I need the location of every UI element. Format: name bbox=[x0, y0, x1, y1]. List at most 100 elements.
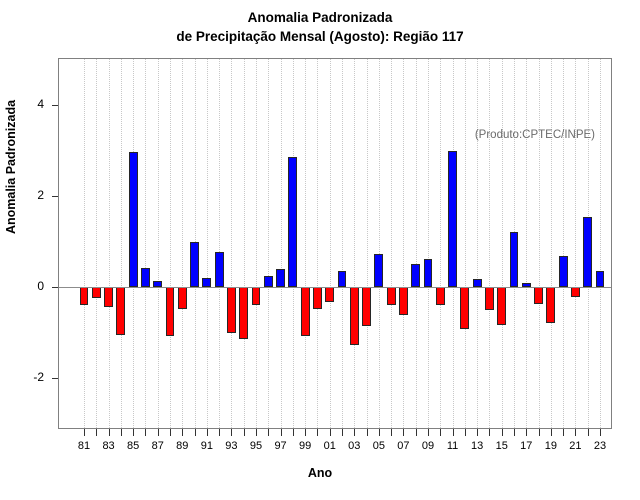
y-tick-mark-4 bbox=[52, 105, 58, 106]
x-tick-mark-09 bbox=[428, 429, 429, 436]
x-tick-mark-07 bbox=[403, 429, 404, 436]
x-tick-mark-87 bbox=[158, 429, 159, 436]
bar-09 bbox=[423, 258, 433, 287]
x-tick-mark-93 bbox=[231, 429, 232, 436]
gridline-17 bbox=[526, 59, 528, 428]
x-tick-label-83: 83 bbox=[102, 440, 115, 452]
bar-10 bbox=[435, 286, 445, 305]
x-tick-mark-02 bbox=[342, 429, 343, 436]
x-tick-mark-85 bbox=[133, 429, 134, 436]
gridline-08 bbox=[416, 59, 418, 428]
gridline-89 bbox=[182, 59, 184, 428]
x-tick-mark-08 bbox=[416, 429, 417, 436]
bar-85 bbox=[128, 151, 138, 287]
x-tick-mark-01 bbox=[330, 429, 331, 436]
gridline-97 bbox=[281, 59, 283, 428]
gridline-04 bbox=[367, 59, 369, 428]
x-tick-label-07: 07 bbox=[397, 440, 410, 452]
x-tick-mark-12 bbox=[465, 429, 466, 436]
gridline-91 bbox=[207, 59, 209, 428]
bar-90 bbox=[190, 241, 199, 287]
x-tick-mark-16 bbox=[514, 429, 515, 436]
gridline-96 bbox=[268, 59, 270, 428]
bar-05 bbox=[374, 253, 384, 287]
gridline-01 bbox=[330, 59, 332, 428]
y-tick-label-4: 4 bbox=[37, 96, 44, 111]
y-tick-label-2: 2 bbox=[37, 187, 44, 202]
x-tick-mark-03 bbox=[354, 429, 355, 436]
x-tick-label-89: 89 bbox=[176, 440, 189, 452]
bar-94 bbox=[239, 286, 249, 340]
x-tick-label-11: 11 bbox=[446, 440, 459, 452]
x-tick-label-93: 93 bbox=[225, 440, 238, 452]
x-tick-mark-22 bbox=[588, 429, 589, 436]
bar-17 bbox=[521, 283, 531, 287]
x-tick-mark-05 bbox=[379, 429, 380, 436]
bar-93 bbox=[227, 286, 236, 334]
x-tick-mark-91 bbox=[207, 429, 208, 436]
y-tick-mark--2 bbox=[52, 378, 58, 379]
chart-title: Anomalia Padronizada de Precipitação Men… bbox=[0, 8, 640, 46]
x-tick-mark-98 bbox=[293, 429, 294, 436]
x-tick-mark-92 bbox=[219, 429, 220, 436]
gridline-92 bbox=[219, 59, 221, 428]
x-tick-label-05: 05 bbox=[372, 440, 385, 452]
bar-14 bbox=[485, 286, 494, 310]
y-tick-label-0: 0 bbox=[37, 278, 44, 293]
x-tick-label-87: 87 bbox=[151, 440, 164, 452]
x-tick-label-01: 01 bbox=[323, 440, 336, 452]
bar-97 bbox=[276, 269, 285, 287]
bar-23 bbox=[595, 270, 605, 287]
bar-04 bbox=[362, 286, 371, 327]
x-tick-mark-90 bbox=[195, 429, 196, 436]
x-tick-label-81: 81 bbox=[77, 440, 91, 452]
gridline-95 bbox=[256, 59, 258, 428]
x-tick-mark-83 bbox=[109, 429, 110, 436]
bar-95 bbox=[251, 286, 261, 305]
x-tick-mark-19 bbox=[551, 429, 552, 436]
bar-84 bbox=[116, 286, 126, 335]
gridline-12 bbox=[465, 59, 467, 428]
x-tick-label-03: 03 bbox=[348, 440, 361, 452]
y-tick-mark-2 bbox=[52, 196, 58, 197]
gridline-07 bbox=[403, 59, 405, 428]
bar-20 bbox=[558, 256, 568, 287]
bar-19 bbox=[546, 286, 556, 323]
bar-08 bbox=[411, 264, 421, 287]
gridline-15 bbox=[502, 59, 504, 428]
x-tick-mark-13 bbox=[477, 429, 478, 436]
bar-99 bbox=[300, 286, 310, 336]
x-tick-label-85: 85 bbox=[127, 440, 140, 452]
bar-12 bbox=[460, 286, 470, 329]
x-tick-mark-11 bbox=[453, 429, 454, 436]
gridline-86 bbox=[145, 59, 147, 428]
gridline-83 bbox=[109, 59, 111, 428]
y-tick-label--2: -2 bbox=[33, 369, 44, 384]
x-tick-label-15: 15 bbox=[495, 440, 508, 452]
x-tick-mark-95 bbox=[256, 429, 257, 436]
x-tick-label-13: 13 bbox=[471, 440, 484, 452]
bar-88 bbox=[165, 286, 175, 336]
gridline-88 bbox=[170, 59, 172, 428]
gridline-13 bbox=[477, 59, 479, 428]
bar-16 bbox=[509, 232, 519, 287]
gridline-09 bbox=[428, 59, 430, 428]
gridline-99 bbox=[305, 59, 307, 428]
bar-11 bbox=[448, 151, 457, 287]
x-tick-label-97: 97 bbox=[274, 440, 287, 452]
x-tick-label-21: 21 bbox=[569, 440, 582, 452]
x-tick-label-19: 19 bbox=[544, 440, 557, 452]
bar-18 bbox=[534, 286, 543, 305]
gridline-87 bbox=[158, 59, 160, 428]
x-tick-label-17: 17 bbox=[520, 440, 533, 452]
x-tick-mark-10 bbox=[440, 429, 441, 436]
gridline-94 bbox=[244, 59, 246, 428]
y-tick-mark-0 bbox=[52, 287, 58, 288]
bar-02 bbox=[337, 270, 347, 287]
chart-title-line2: de Precipitação Mensal (Agosto): Região … bbox=[176, 29, 464, 44]
bar-82 bbox=[91, 286, 101, 299]
x-tick-label-91: 91 bbox=[200, 440, 213, 452]
x-tick-mark-18 bbox=[539, 429, 540, 436]
gridline-05 bbox=[379, 59, 381, 428]
x-tick-mark-20 bbox=[563, 429, 564, 436]
